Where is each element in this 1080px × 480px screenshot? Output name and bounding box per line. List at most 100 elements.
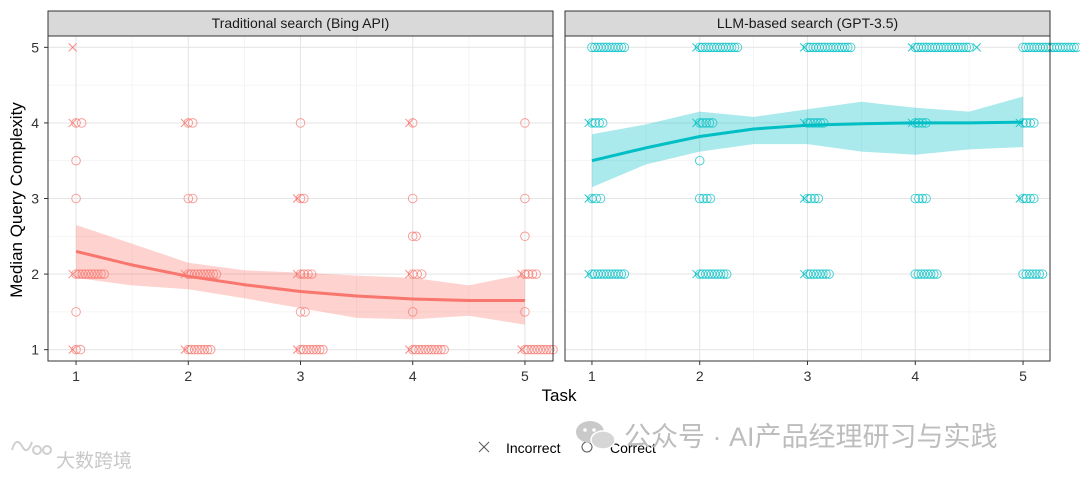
correct-point xyxy=(726,42,737,53)
correct-point xyxy=(71,269,81,279)
correct-point xyxy=(411,231,421,242)
incorrect-point-stroke xyxy=(517,269,526,279)
correct-point xyxy=(295,307,306,317)
x-tick-label: 5 xyxy=(1019,368,1027,384)
correct-point xyxy=(295,118,306,128)
correct-point xyxy=(407,307,418,317)
correct-point xyxy=(842,42,853,53)
correct-point xyxy=(532,344,543,355)
correct-point xyxy=(802,269,813,279)
correct-point xyxy=(812,118,822,128)
correct-point xyxy=(913,269,924,279)
incorrect-point xyxy=(692,269,701,279)
incorrect-markers xyxy=(68,42,526,355)
correct-point xyxy=(815,269,825,279)
correct-point xyxy=(702,193,712,204)
correct-point xyxy=(423,344,434,355)
correct-point xyxy=(83,269,94,279)
correct-point xyxy=(917,193,928,204)
smooth-trend-line xyxy=(591,120,1024,163)
correct-point xyxy=(545,344,555,355)
correct-point xyxy=(429,344,440,355)
facet-strip xyxy=(564,10,1051,37)
incorrect-point xyxy=(972,42,982,52)
x-tick-label: 1 xyxy=(588,368,596,384)
incorrect-markers xyxy=(584,42,1025,279)
correct-point xyxy=(613,42,624,53)
correct-point xyxy=(188,118,198,128)
legend-incorrect-label: Incorrect xyxy=(506,440,561,456)
correct-point xyxy=(433,344,443,355)
correct-point xyxy=(910,193,921,204)
incorrect-point xyxy=(584,269,594,279)
correct-point xyxy=(407,193,418,204)
facet-panel-1: Traditional search (Bing API) 1 2 3 4 5 1 2 3 4 5 xyxy=(31,10,558,384)
incorrect-point-stroke xyxy=(799,269,809,279)
correct-point xyxy=(426,344,437,355)
facet-strip xyxy=(47,10,554,37)
correct-point xyxy=(595,193,606,204)
correct-point xyxy=(824,269,834,279)
correct-point xyxy=(300,307,310,317)
correct-point xyxy=(205,344,216,355)
correct-point xyxy=(805,269,816,279)
correct-point xyxy=(1069,42,1079,53)
correct-point xyxy=(806,193,816,204)
correct-point xyxy=(821,269,831,279)
incorrect-point-stroke xyxy=(292,194,302,203)
correct-point xyxy=(616,42,627,53)
incorrect-point-stroke xyxy=(180,118,190,128)
incorrect-point xyxy=(405,118,414,128)
correct-point xyxy=(311,344,322,355)
incorrect-point xyxy=(584,194,594,203)
correct-point xyxy=(1025,193,1035,204)
correct-point xyxy=(929,269,939,279)
correct-point xyxy=(416,269,427,279)
correct-point xyxy=(591,193,602,204)
incorrect-point xyxy=(68,42,78,52)
x-tick-label: 4 xyxy=(911,368,919,384)
correct-point xyxy=(1029,118,1039,128)
correct-point xyxy=(295,269,306,279)
incorrect-point xyxy=(799,42,809,52)
correct-point xyxy=(729,42,740,53)
legend: Incorrect Correct xyxy=(478,440,656,456)
correct-point xyxy=(75,344,86,355)
incorrect-point-stroke xyxy=(692,42,701,52)
incorrect-point-stroke xyxy=(68,42,78,52)
incorrect-point xyxy=(180,345,190,355)
x-tick-label: 5 xyxy=(521,368,529,384)
incorrect-point-stroke xyxy=(584,194,594,203)
correct-point xyxy=(80,269,91,279)
correct-point xyxy=(701,118,711,128)
correct-point xyxy=(302,344,312,355)
correct-point xyxy=(412,269,422,279)
incorrect-point xyxy=(68,269,78,279)
correct-point xyxy=(211,269,222,279)
correct-point xyxy=(308,344,319,355)
correct-point xyxy=(590,118,601,128)
correct-point xyxy=(90,269,100,279)
incorrect-point-stroke xyxy=(517,345,526,355)
correct-point xyxy=(732,42,743,53)
correct-point xyxy=(921,193,931,204)
correct-point xyxy=(520,193,530,204)
incorrect-point xyxy=(405,269,414,279)
incorrect-point xyxy=(692,42,701,52)
legend-incorrect-key xyxy=(478,441,490,453)
incorrect-point xyxy=(292,345,302,355)
correct-point xyxy=(542,344,552,355)
correct-point xyxy=(417,344,427,355)
correct-point xyxy=(299,193,309,204)
correct-point xyxy=(520,269,530,279)
correct-point xyxy=(183,344,194,355)
incorrect-point xyxy=(68,345,78,355)
incorrect-point-stroke xyxy=(692,118,701,128)
incorrect-point-stroke xyxy=(405,118,414,128)
correct-point xyxy=(845,42,856,53)
incorrect-point xyxy=(907,42,917,52)
correct-point xyxy=(298,344,309,355)
correct-point xyxy=(916,269,927,279)
correct-point xyxy=(523,344,533,355)
correct-point xyxy=(183,118,194,128)
